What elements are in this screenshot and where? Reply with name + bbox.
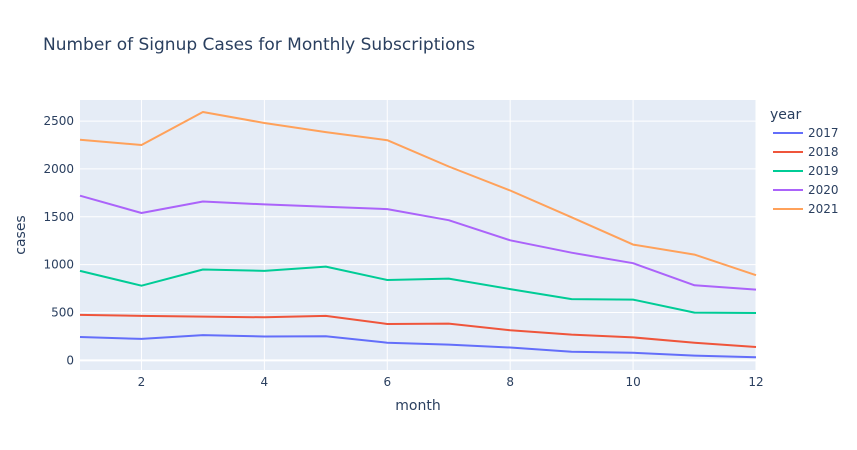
legend-label: 2017 bbox=[808, 126, 839, 140]
y-tick-label: 500 bbox=[51, 306, 74, 320]
legend[interactable]: 2017 2018 2019 2020 2021 bbox=[773, 126, 839, 216]
series-lines bbox=[79, 111, 757, 359]
y-tick-label: 1500 bbox=[43, 210, 74, 224]
x-axis-label: month bbox=[395, 398, 440, 414]
series-line-2020 bbox=[79, 194, 757, 291]
y-tick-label: 2000 bbox=[43, 162, 74, 176]
legend-label: 2019 bbox=[808, 164, 839, 178]
series-line-2021 bbox=[79, 111, 757, 277]
series-line-2017 bbox=[79, 334, 757, 359]
legend-item-2021[interactable]: 2021 bbox=[773, 202, 839, 216]
series-line-2019 bbox=[79, 265, 757, 314]
x-tick-label: 4 bbox=[261, 375, 269, 389]
legend-label: 2018 bbox=[808, 145, 839, 159]
y-tick-label: 0 bbox=[66, 353, 74, 367]
legend-label: 2021 bbox=[808, 202, 839, 216]
legend-item-2018[interactable]: 2018 bbox=[773, 145, 839, 159]
gridlines bbox=[80, 100, 757, 370]
legend-title: year bbox=[770, 107, 801, 123]
x-tick-label: 2 bbox=[138, 375, 146, 389]
legend-item-2020[interactable]: 2020 bbox=[773, 183, 839, 197]
x-tick-label: 8 bbox=[506, 375, 514, 389]
y-axis-label: cases bbox=[13, 215, 29, 254]
plot-area bbox=[80, 100, 756, 370]
legend-item-2017[interactable]: 2017 bbox=[773, 126, 839, 140]
tick-labels: 0 500 1000 1500 2000 2500 2 4 6 8 10 12 bbox=[43, 114, 763, 389]
y-tick-label: 2500 bbox=[43, 114, 74, 128]
x-tick-label: 12 bbox=[748, 375, 763, 389]
legend-item-2019[interactable]: 2019 bbox=[773, 164, 839, 178]
legend-label: 2020 bbox=[808, 183, 839, 197]
y-tick-label: 1000 bbox=[43, 258, 74, 272]
series-line-2018 bbox=[79, 313, 757, 348]
x-tick-label: 10 bbox=[625, 375, 640, 389]
chart-title: Number of Signup Cases for Monthly Subsc… bbox=[43, 35, 475, 55]
x-tick-label: 6 bbox=[383, 375, 391, 389]
